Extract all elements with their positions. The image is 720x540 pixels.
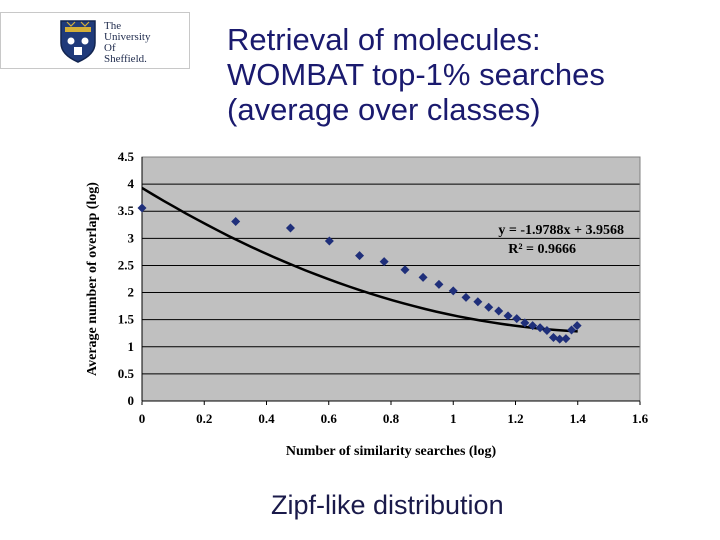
data-point <box>484 302 494 312</box>
data-point <box>448 286 458 296</box>
trendline <box>141 186 578 333</box>
data-point <box>473 297 483 307</box>
data-point <box>494 306 504 316</box>
data-point <box>137 203 147 213</box>
data-point <box>520 318 530 328</box>
data-point <box>572 321 582 331</box>
data-point <box>567 325 577 335</box>
title-line-1: Retrieval of molecules: <box>227 22 541 57</box>
logo-line-3: Of <box>104 42 116 54</box>
x-tick-label: 0.6 <box>321 411 338 426</box>
university-crest-icon <box>60 20 96 63</box>
y-tick-label: 1.5 <box>118 312 135 327</box>
university-name: The University Of Sheffield. <box>104 21 150 65</box>
x-tick-label: 0.8 <box>383 411 400 426</box>
data-point <box>379 257 389 267</box>
scatter-chart: 0 0.5 1 1.5 2 2.5 3 3.5 4 4.5 0 0.2 0.4 0.6 0.8 1 1.2 1.4… <box>85 149 649 459</box>
y-tick-label: 3 <box>128 230 135 245</box>
logo-line-4: Sheffield. <box>104 53 147 65</box>
data-point <box>231 217 241 227</box>
data-point <box>555 334 565 344</box>
y-tick-label: 1 <box>128 339 135 354</box>
data-point <box>535 323 545 333</box>
data-point <box>355 251 365 261</box>
y-axis-title: Average number of overlap (log) <box>85 182 100 376</box>
data-point <box>528 321 538 331</box>
y-tick-label: 4 <box>128 176 135 191</box>
x-tick-label: 1.4 <box>570 411 587 426</box>
r-squared-annotation: R² = 0.9666 <box>508 242 576 257</box>
x-tick-label: 1 <box>450 411 457 426</box>
x-tick-label: 0 <box>139 411 146 426</box>
x-tick-label: 1.2 <box>507 411 523 426</box>
data-point <box>400 265 410 275</box>
equation-annotation: y = -1.9788x + 3.9568 <box>498 223 624 238</box>
data-point <box>285 223 295 233</box>
y-tick-label: 3.5 <box>118 203 135 218</box>
slide-title: Retrieval of molecules: WOMBAT top-1% se… <box>227 22 707 127</box>
data-point <box>434 279 444 289</box>
data-point <box>512 314 522 324</box>
data-point <box>561 334 571 344</box>
x-axis-title: Number of similarity searches (log) <box>286 444 497 459</box>
title-line-2: WOMBAT top-1% searches <box>227 57 605 92</box>
y-tick-label: 0.5 <box>118 366 135 381</box>
slide-footer: Zipf-like distribution <box>271 490 504 520</box>
data-point <box>461 292 471 302</box>
y-tick-label: 4.5 <box>118 149 135 164</box>
y-tick-label: 0 <box>128 393 135 408</box>
x-tick-label: 0.4 <box>258 411 275 426</box>
data-point <box>503 311 513 321</box>
logo-line-2: University <box>104 31 151 43</box>
university-logo: The University Of Sheffield. <box>0 12 190 69</box>
title-line-3: (average over classes) <box>227 92 541 127</box>
logo-line-1: The <box>104 20 122 32</box>
y-tick-label: 2 <box>128 285 135 300</box>
y-tick-label: 2.5 <box>118 257 135 272</box>
data-point <box>324 236 334 246</box>
x-tick-label: 1.6 <box>632 411 649 426</box>
data-point <box>418 272 428 282</box>
x-tick-label: 0.2 <box>196 411 212 426</box>
data-point <box>548 333 558 343</box>
data-point <box>542 326 552 336</box>
plot-area <box>142 157 640 401</box>
